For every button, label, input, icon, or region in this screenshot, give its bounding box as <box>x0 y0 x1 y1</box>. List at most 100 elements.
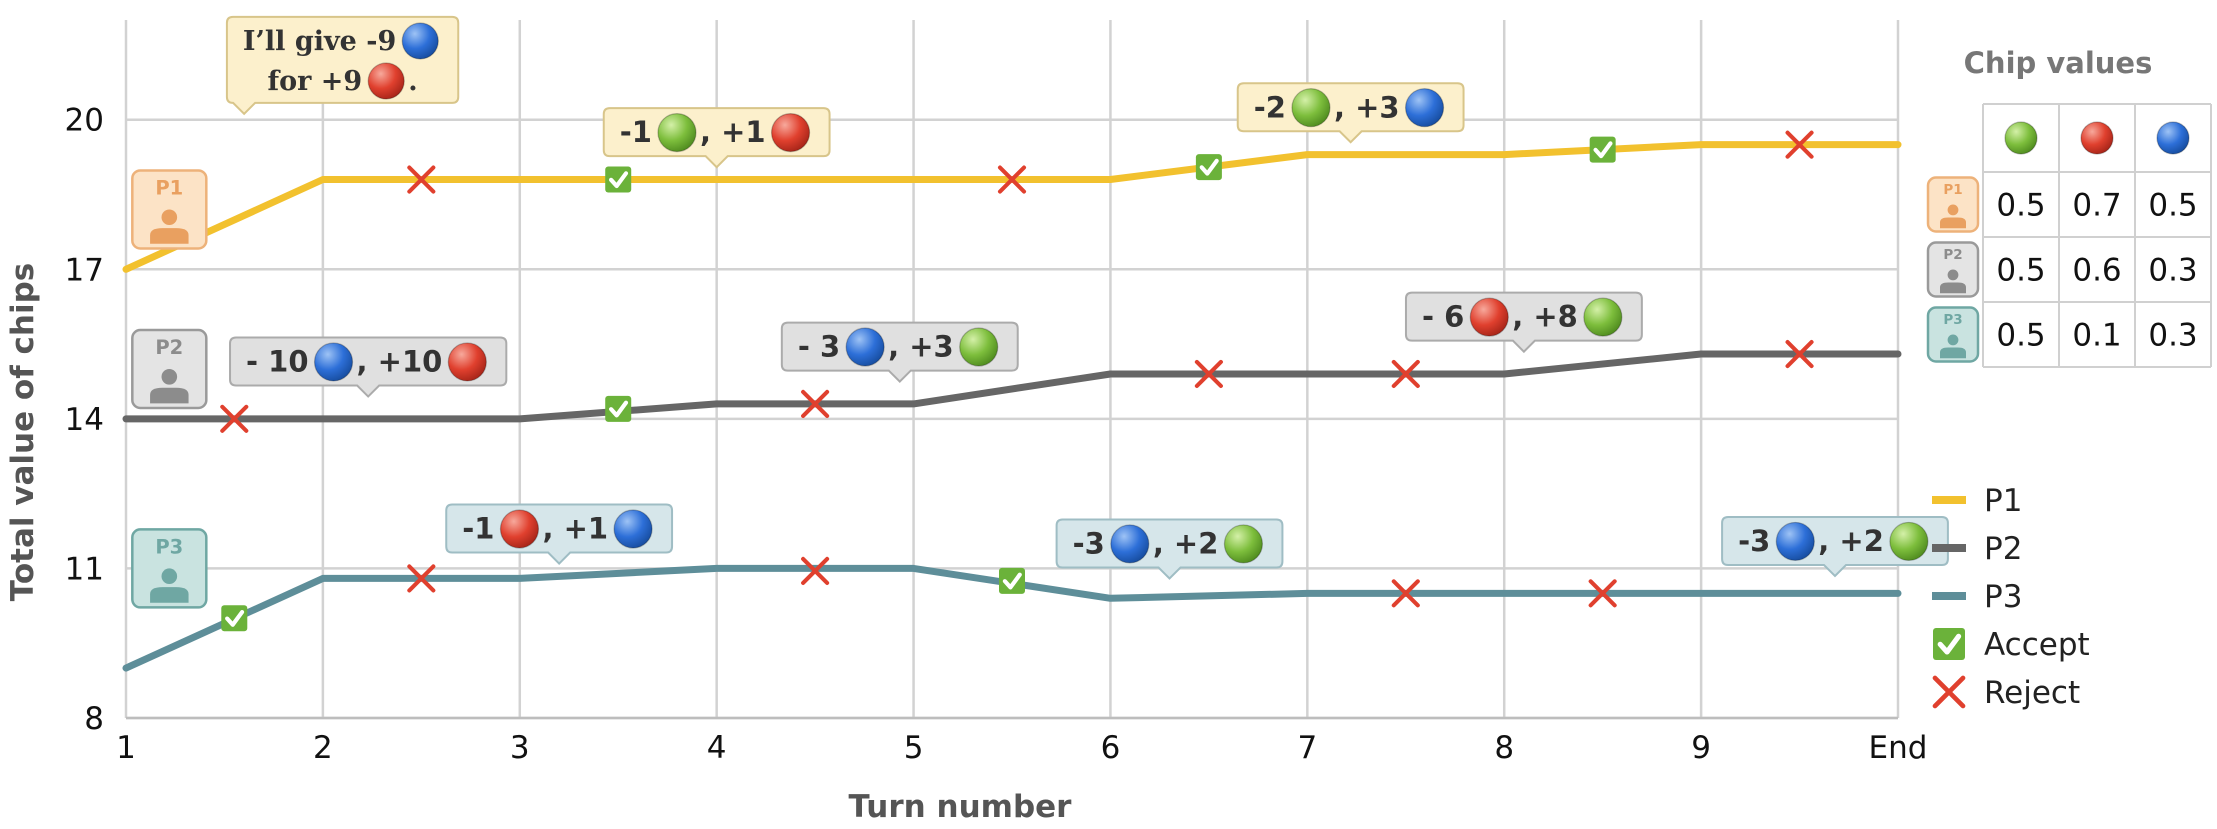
offer-bubble-p3: -3 , +2 <box>1055 518 1284 580</box>
bubble-shape <box>1236 82 1465 144</box>
red-chip-icon <box>770 113 811 153</box>
reject-marker-p2 <box>220 404 249 433</box>
reject-marker-p1 <box>1785 130 1814 159</box>
offer-text: , +2 <box>1153 527 1219 561</box>
offer-text: -2 <box>1254 90 1286 124</box>
avatar-label: P1 <box>155 177 183 200</box>
x-tick-label: 8 <box>1494 730 1514 766</box>
y-axis-title: Total value of chips <box>5 263 41 601</box>
legend-item-p3: P3 <box>1932 579 2022 615</box>
player-avatars: P1 P2 P3 <box>131 169 208 609</box>
avatar-label: P2 <box>155 336 183 359</box>
chip-value-cell: 0.7 <box>2072 188 2121 224</box>
series-line-p2 <box>122 350 1902 423</box>
player-avatar-p2: P2 <box>131 328 208 410</box>
x-tick-label: 6 <box>1101 730 1121 766</box>
accept-marker-p3 <box>999 567 1025 594</box>
y-tick-label: 8 <box>84 701 104 737</box>
blue-chip-icon <box>613 509 653 549</box>
offer-bubble-p3: -1 , +1 <box>445 503 674 565</box>
blue-chip-icon <box>845 327 885 367</box>
chip-value-cell: 0.5 <box>1996 188 2045 224</box>
offer-bubble-p1: -1 , +1 <box>602 107 831 169</box>
series-line-p1 <box>122 141 1902 273</box>
reject-marker-p3 <box>1588 579 1617 608</box>
offer-text: , +3 <box>888 330 954 364</box>
blue-chip-icon <box>313 342 354 382</box>
table-avatar-p2: P2 <box>1926 241 1980 298</box>
red-chip-icon <box>1469 297 1509 337</box>
axes: Turn number Total value of chips 1 2 3 4 5 6 7… <box>5 103 1928 825</box>
offer-text: -3 <box>1738 524 1770 558</box>
x-axis-title: Turn number <box>849 789 1073 824</box>
reject-icon <box>1932 675 1966 709</box>
reject-marker-p3 <box>801 556 830 585</box>
offer-text: -1 <box>462 512 494 546</box>
decision-markers <box>220 130 1814 632</box>
y-tick-label: 17 <box>65 252 104 288</box>
reject-marker-p3 <box>407 564 436 593</box>
accept-marker-p2 <box>605 395 632 422</box>
avatar-label: P1 <box>1943 182 1962 198</box>
offer-bubble-p1: I’ll give -9 for +9. <box>225 15 460 116</box>
offer-text: - 3 <box>798 330 840 364</box>
offer-text: - 10 <box>246 345 309 379</box>
accept-marker-p1 <box>1589 136 1616 163</box>
offer-text: for +9 <box>268 66 363 97</box>
person-icon <box>1940 269 1966 294</box>
person-icon <box>1940 204 1966 229</box>
x-tick-label: 3 <box>510 730 530 766</box>
blue-chip-icon <box>1110 524 1150 564</box>
bubble-shape <box>1721 516 1949 578</box>
offer-text: . <box>408 66 417 97</box>
legend: P1 P2 P3 Accept Reject <box>1932 483 2090 711</box>
bubble-shape <box>1404 291 1643 354</box>
green-chip-icon <box>1889 521 1929 562</box>
chip-values-grid: 0.5 0.7 0.5 0.5 0.6 0.3 0.5 0.1 0.3 <box>1982 103 2212 368</box>
x-tick-label: 2 <box>313 730 333 766</box>
red-chip-icon <box>367 62 405 100</box>
person-icon <box>150 568 189 603</box>
x-tick-label: 9 <box>1691 730 1711 766</box>
chip-value-cell: 0.1 <box>2072 318 2121 354</box>
blue-chip-icon <box>401 22 439 60</box>
red-chip-column-icon <box>2080 121 2114 155</box>
offer-text: , +8 <box>1512 300 1578 334</box>
legend-label: P3 <box>1984 579 2022 615</box>
bubble-shape <box>229 336 508 398</box>
green-chip-icon <box>657 113 697 153</box>
y-tick-label: 20 <box>65 103 104 139</box>
red-chip-icon <box>499 509 540 549</box>
bubble-shape <box>780 321 1019 383</box>
offer-bubbles: I’ll give -9 for +9 . -1 , +1 -2 , +3 - 10 , +10… <box>225 15 1949 580</box>
reject-marker-p3 <box>1391 579 1420 608</box>
green-chip-icon <box>1291 88 1331 128</box>
green-chip-icon <box>959 327 999 367</box>
offer-bubble-p2: - 6 , +8 <box>1404 291 1643 354</box>
legend-item-p1: P1 <box>1932 483 2022 519</box>
chip-value-cell: 0.3 <box>2148 253 2197 289</box>
offer-bubble-p1: -2 , +3 <box>1236 82 1465 144</box>
offer-text: , +2 <box>1818 524 1884 558</box>
legend-label: Reject <box>1984 675 2080 711</box>
green-chip-icon <box>1223 524 1264 564</box>
chip-values-table: Chip values 0.5 0.7 0.5 0.5 0.6 0.3 0.5 0.1 0.3 P… <box>1926 46 2212 368</box>
legend-item-reject: Reject <box>1932 675 2080 711</box>
blue-chip-icon <box>1775 521 1815 562</box>
y-tick-label: 14 <box>65 402 104 438</box>
reject-marker-p1 <box>997 165 1027 194</box>
blue-chip-icon <box>1404 88 1445 128</box>
chip-value-cell: 0.5 <box>2148 188 2197 224</box>
y-tick-label: 11 <box>65 551 104 587</box>
table-avatar-p3: P3 <box>1926 306 1980 363</box>
legend-label: P1 <box>1984 483 2022 519</box>
person-icon <box>1940 334 1966 359</box>
offer-bubble-p2: - 3 , +3 <box>780 321 1019 383</box>
reject-marker-p2 <box>801 389 830 418</box>
reject-marker-p2 <box>1391 359 1420 389</box>
offer-text: , +1 <box>700 115 766 149</box>
avatar-label: P2 <box>1943 247 1962 263</box>
x-tick-label: End <box>1869 730 1928 766</box>
bubble-shape <box>445 503 674 565</box>
